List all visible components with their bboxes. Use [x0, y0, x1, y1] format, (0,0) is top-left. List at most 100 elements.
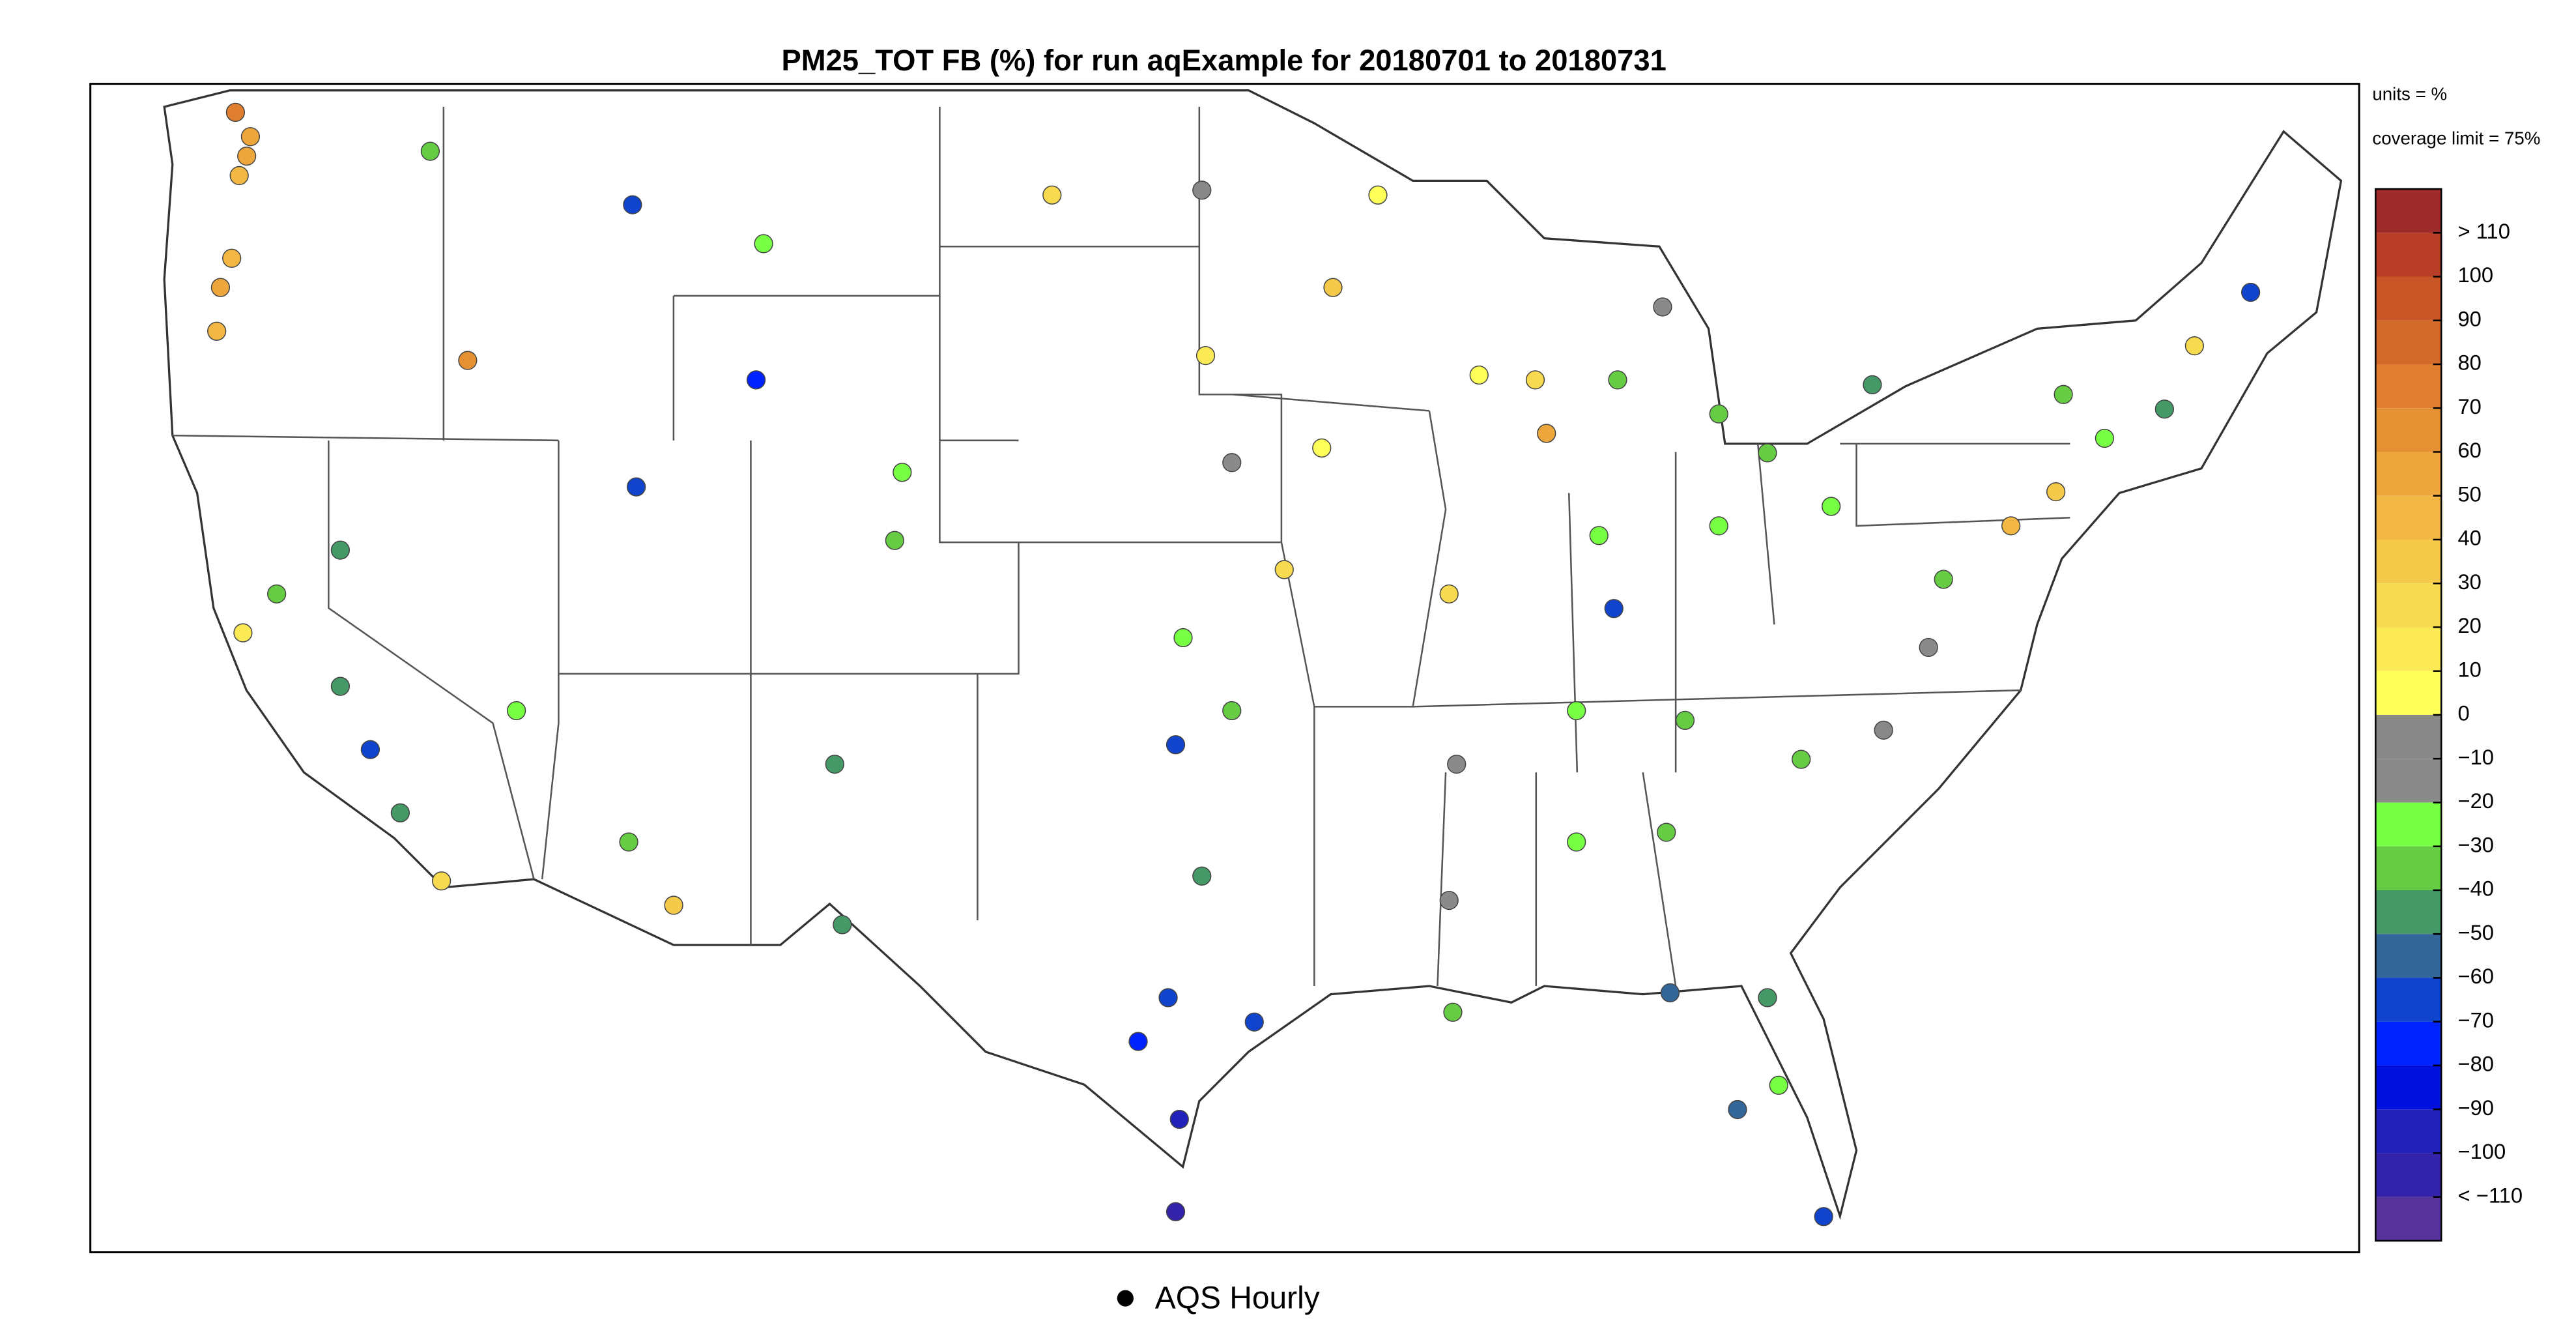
- colorbar-tick-label: 70: [2457, 394, 2481, 418]
- colorbar-tick-label: 90: [2457, 306, 2481, 330]
- station: [1323, 278, 1343, 297]
- station: [225, 102, 246, 123]
- colorbar-tick-label: −20: [2457, 789, 2494, 813]
- colorbar-box: [2375, 890, 2442, 935]
- station: [1758, 443, 1777, 463]
- colorbar-tick-label: −30: [2457, 832, 2494, 856]
- colorbar-box: [2375, 188, 2442, 233]
- colorbar-box: [2375, 1109, 2442, 1154]
- us-outline: [163, 89, 2343, 1220]
- colorbar-tick-label: 60: [2457, 438, 2481, 462]
- station: [233, 623, 253, 643]
- station: [2241, 282, 2261, 302]
- station: [1814, 1207, 1833, 1227]
- station: [664, 895, 683, 915]
- station: [1863, 375, 1882, 395]
- station: [1660, 983, 1680, 1003]
- station: [1567, 701, 1586, 721]
- station: [1443, 1002, 1463, 1022]
- station: [432, 871, 451, 891]
- colorbar-tick-label: 30: [2457, 570, 2481, 594]
- station: [360, 740, 380, 759]
- station: [2154, 399, 2175, 419]
- station: [1166, 735, 1186, 755]
- station: [1312, 438, 1332, 458]
- colorbar-box: [2375, 364, 2442, 409]
- station: [623, 195, 642, 214]
- station: [1222, 453, 1242, 472]
- station: [1525, 370, 1545, 390]
- station: [1604, 599, 1624, 618]
- station: [1709, 516, 1728, 536]
- station: [1274, 560, 1294, 579]
- station: [626, 477, 646, 497]
- colorbar-tick-label: −10: [2457, 745, 2494, 769]
- colorbar-tick-label: 10: [2457, 657, 2481, 681]
- station: [746, 370, 766, 390]
- units-note: units = %: [2372, 84, 2447, 104]
- station: [1758, 988, 1777, 1008]
- station: [506, 701, 526, 721]
- station: [229, 166, 249, 186]
- station: [1128, 1032, 1148, 1051]
- legend-label: AQS Hourly: [1155, 1281, 1320, 1315]
- station: [2046, 482, 2066, 502]
- colorbar-tick-label: 0: [2457, 701, 2469, 725]
- station: [2184, 336, 2205, 356]
- station: [1192, 866, 1212, 886]
- station: [458, 351, 478, 370]
- station: [1589, 526, 1609, 545]
- station: [207, 321, 227, 341]
- station: [1567, 832, 1586, 852]
- station: [1608, 370, 1627, 390]
- state-borders: [172, 106, 2070, 987]
- station: [1166, 1202, 1186, 1221]
- colorbar-tick-label: −60: [2457, 964, 2494, 988]
- colorbar-box: [2375, 759, 2442, 803]
- colorbar-tick-label: −40: [2457, 877, 2494, 901]
- station: [1874, 720, 1893, 740]
- station: [1675, 710, 1695, 731]
- colorbar-tick-label: 20: [2457, 613, 2481, 637]
- coverage-note: coverage limit = 75%: [2372, 128, 2540, 149]
- colorbar-box: [2375, 846, 2442, 890]
- colorbar-box: [2375, 671, 2442, 715]
- colorbar-box: [2375, 495, 2442, 540]
- station: [1439, 584, 1459, 603]
- colorbar-tick-label: −50: [2457, 920, 2494, 944]
- station: [222, 248, 242, 268]
- station: [2054, 385, 2073, 404]
- station: [2001, 516, 2021, 536]
- station: [1769, 1075, 1788, 1095]
- station: [1792, 749, 1811, 769]
- station: [1709, 404, 1728, 424]
- colorbar-box: [2375, 233, 2442, 277]
- colorbar-tick-label: < −110: [2457, 1183, 2523, 1207]
- colorbar-tick-label: −90: [2457, 1096, 2494, 1120]
- station: [893, 463, 912, 482]
- colorbar-box: [2375, 539, 2442, 584]
- station: [754, 234, 773, 254]
- station: [330, 676, 351, 696]
- colorbar-box: [2375, 714, 2442, 759]
- colorbar-box: [2375, 978, 2442, 1022]
- station: [619, 832, 638, 852]
- colorbar-box: [2375, 1153, 2442, 1197]
- map-title: PM25_TOT FB (%) for run aqExample for 20…: [781, 44, 1666, 77]
- station: [1368, 185, 1388, 205]
- colorbar-box: [2375, 320, 2442, 364]
- station: [1158, 988, 1178, 1008]
- colorbar-tick-label: 80: [2457, 351, 2481, 375]
- legend-marker: [1117, 1290, 1134, 1307]
- station: [1934, 570, 1953, 589]
- colorbar-tick-label: 100: [2457, 263, 2493, 287]
- colorbar-tick-label: −100: [2457, 1139, 2506, 1163]
- station: [1822, 497, 1841, 516]
- station: [1537, 424, 1556, 443]
- station: [1439, 890, 1459, 910]
- colorbar-box: [2375, 276, 2442, 321]
- station: [1728, 1099, 1747, 1120]
- station: [240, 127, 261, 147]
- station: [1042, 185, 1062, 205]
